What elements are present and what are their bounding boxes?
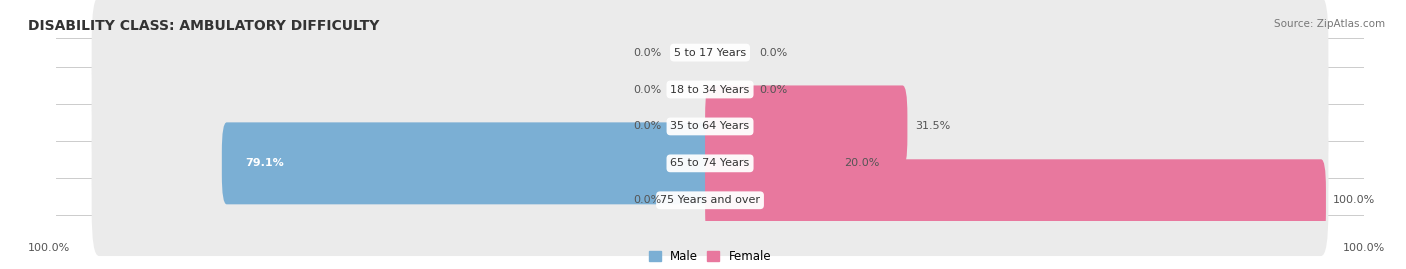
Text: 5 to 17 Years: 5 to 17 Years bbox=[673, 48, 747, 58]
Text: 35 to 64 Years: 35 to 64 Years bbox=[671, 121, 749, 132]
Text: 18 to 34 Years: 18 to 34 Years bbox=[671, 84, 749, 94]
Text: DISABILITY CLASS: AMBULATORY DIFFICULTY: DISABILITY CLASS: AMBULATORY DIFFICULTY bbox=[28, 19, 380, 33]
Text: 20.0%: 20.0% bbox=[845, 158, 880, 168]
Text: 0.0%: 0.0% bbox=[633, 195, 661, 205]
Text: 100.0%: 100.0% bbox=[28, 243, 70, 253]
Text: 0.0%: 0.0% bbox=[759, 48, 787, 58]
Text: 100.0%: 100.0% bbox=[1333, 195, 1375, 205]
FancyBboxPatch shape bbox=[706, 159, 1326, 241]
FancyBboxPatch shape bbox=[222, 122, 714, 204]
Text: 100.0%: 100.0% bbox=[1343, 243, 1385, 253]
Text: 31.5%: 31.5% bbox=[915, 121, 950, 132]
Text: 65 to 74 Years: 65 to 74 Years bbox=[671, 158, 749, 168]
FancyBboxPatch shape bbox=[91, 34, 1329, 145]
Text: 0.0%: 0.0% bbox=[633, 121, 661, 132]
FancyBboxPatch shape bbox=[706, 122, 837, 204]
Text: 79.1%: 79.1% bbox=[245, 158, 284, 168]
Text: Source: ZipAtlas.com: Source: ZipAtlas.com bbox=[1274, 19, 1385, 29]
FancyBboxPatch shape bbox=[91, 0, 1329, 108]
FancyBboxPatch shape bbox=[91, 144, 1329, 256]
Legend: Male, Female: Male, Female bbox=[644, 245, 776, 267]
Text: 75 Years and over: 75 Years and over bbox=[659, 195, 761, 205]
Text: 0.0%: 0.0% bbox=[633, 48, 661, 58]
FancyBboxPatch shape bbox=[91, 108, 1329, 219]
FancyBboxPatch shape bbox=[706, 86, 907, 167]
Text: 0.0%: 0.0% bbox=[759, 84, 787, 94]
FancyBboxPatch shape bbox=[91, 71, 1329, 182]
Text: 0.0%: 0.0% bbox=[633, 84, 661, 94]
